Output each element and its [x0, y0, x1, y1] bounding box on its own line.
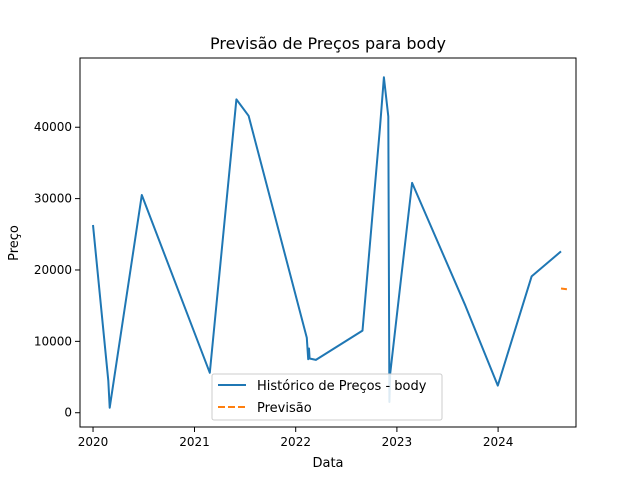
- plot-frame: [79, 57, 577, 428]
- legend-entry-history: Histórico de Preços - body: [257, 379, 427, 394]
- x-tick-label: 2021: [179, 435, 210, 449]
- y-tick-label: 30000: [34, 192, 72, 206]
- y-tick-label: 0: [64, 406, 72, 420]
- series-line-history: [92, 76, 562, 409]
- x-tick-label: 2020: [78, 435, 109, 449]
- x-axis: 2020 2021 2022 2023 2024: [78, 427, 514, 449]
- y-axis-label: Preço: [7, 225, 22, 261]
- legend: Histórico de Preços - body Previsão: [211, 373, 443, 421]
- legend-entry-forecast: Previsão: [257, 401, 312, 416]
- chart-title: Previsão de Preços para body: [210, 34, 446, 53]
- y-tick-label: 20000: [34, 263, 72, 277]
- series-layer: [92, 76, 568, 409]
- legend-box: [211, 373, 443, 421]
- y-tick-label: 10000: [34, 334, 72, 348]
- x-tick-label: 2022: [280, 435, 311, 449]
- x-tick-label: 2023: [382, 435, 413, 449]
- x-tick-label: 2024: [483, 435, 514, 449]
- x-axis-label: Data: [312, 456, 343, 471]
- series-line-forecast: [560, 287, 568, 291]
- y-tick-label: 40000: [34, 120, 72, 134]
- y-axis: 0 10000 20000 30000 40000: [34, 120, 80, 420]
